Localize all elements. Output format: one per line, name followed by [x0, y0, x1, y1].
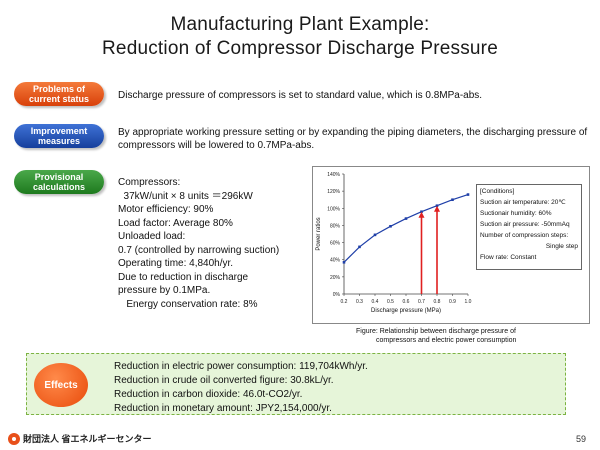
- x-tick-label: 0.6: [403, 299, 410, 305]
- marker-arrow-head: [434, 205, 440, 212]
- x-tick-label: 0.4: [372, 299, 379, 305]
- data-point: [342, 260, 346, 264]
- eccj-logo: 財団法人 省エネルギーセンター: [8, 432, 152, 445]
- page-title-line1: Manufacturing Plant Example:: [170, 14, 430, 35]
- y-tick-label: 60%: [330, 241, 341, 247]
- calc-line: 0.7 (controlled by narrowing suction): [118, 244, 280, 256]
- effect-line: Reduction in crude oil converted figure:…: [114, 375, 334, 386]
- y-tick-label: 100%: [327, 206, 340, 212]
- x-tick-label: 0.3: [356, 299, 363, 305]
- y-tick-label: 120%: [327, 189, 340, 195]
- y-tick-label: 0%: [333, 292, 341, 298]
- problems-label-line2: current status: [28, 94, 90, 104]
- conditions-line: Number of compression steps:: [480, 232, 569, 239]
- effect-line: Reduction in carbon dioxide: 46.0t-CO2/y…: [114, 389, 303, 400]
- x-tick-label: 0.5: [387, 299, 394, 305]
- x-axis-label: Discharge pressure (MPa): [371, 308, 441, 314]
- data-point: [451, 198, 454, 202]
- figure-caption: Figure: Relationship between discharge p…: [356, 327, 516, 345]
- x-tick-label: 0.9: [449, 299, 456, 305]
- logo-mark-icon: [8, 432, 20, 445]
- page-number: 59: [575, 434, 586, 444]
- effect-line: Reduction in monetary amount: JPY2,154,0…: [114, 403, 332, 414]
- data-point: [373, 233, 377, 237]
- improvement-label: Improvement measures: [14, 124, 104, 148]
- caption-line2: compressors and electric power consumpti…: [376, 337, 517, 344]
- improvement-text: By appropriate working pressure setting …: [118, 127, 588, 151]
- data-point: [358, 245, 361, 249]
- problems-label: Problems of current status: [14, 82, 104, 106]
- provisional-label-line2: calculations: [32, 182, 86, 192]
- conditions-line: Suctionair humidity: 60%: [480, 210, 552, 217]
- page-title-line2: Reduction of Compressor Discharge Pressu…: [102, 38, 498, 59]
- y-tick-label: 40%: [330, 258, 341, 264]
- effect-line: Reduction in electric power consumption:…: [114, 361, 368, 372]
- effects-list: Reduction in electric power consumption:…: [114, 360, 368, 416]
- improvement-label-line1: Improvement: [30, 126, 88, 136]
- problems-text: Discharge pressure of compressors is set…: [118, 90, 483, 101]
- conditions-line: Suction air pressure: -50mmAq: [480, 221, 570, 228]
- x-tick-label: 1.0: [465, 299, 472, 305]
- effects-label: Effects: [34, 363, 88, 407]
- y-tick-label: 80%: [330, 223, 341, 229]
- x-tick-label: 0.8: [434, 299, 441, 305]
- provisional-label-line1: Provisional: [34, 172, 84, 182]
- provisional-label: Provisional calculations: [14, 170, 104, 194]
- x-tick-label: 0.2: [341, 299, 348, 305]
- calc-line: 37kW/unit × 8 units ＝296kW: [118, 190, 253, 202]
- problems-label-line1: Problems of: [32, 84, 85, 94]
- data-point: [466, 193, 470, 196]
- logo-text: 財団法人 省エネルギーセンター: [23, 434, 152, 444]
- calc-line: Operating time: 4,840h/yr.: [118, 258, 234, 269]
- conditions-line: Flow rate: Constant: [480, 254, 537, 261]
- conditions-title: [Conditions]: [480, 188, 515, 195]
- calc-line: Due to reduction in discharge: [118, 271, 249, 283]
- provisional-calculations: Compressors: 37kW/unit × 8 units ＝296kW …: [118, 176, 279, 311]
- caption-line1: Figure: Relationship between discharge p…: [356, 328, 516, 335]
- conditions-line: Suction air temperature: 20℃: [480, 199, 566, 206]
- improvement-label-line2: measures: [37, 136, 80, 146]
- calc-line: Energy conservation rate: 8%: [118, 298, 258, 310]
- marker-arrow-head: [418, 211, 425, 218]
- data-point: [389, 224, 392, 228]
- calc-line: Load factor: Average 80%: [118, 217, 233, 229]
- conditions-box: [Conditions] Suction air temperature: 20…: [476, 184, 582, 270]
- data-point: [404, 217, 408, 220]
- x-tick-label: 0.7: [418, 299, 425, 305]
- y-tick-label: 20%: [330, 275, 341, 281]
- series-line: [343, 194, 469, 263]
- y-tick-label: 140%: [327, 172, 340, 178]
- calc-line: Motor efficiency: 90%: [118, 204, 214, 215]
- pressure-power-chart: 0% 20% 40% 60% 80% 100% 120% 140% 0.2 0.3 0.4 0.5 0.…: [316, 172, 472, 314]
- calc-line: pressure by 0.1MPa.: [118, 285, 211, 296]
- y-axis-label: Power ratios: [316, 217, 322, 250]
- conditions-line: Single step: [545, 243, 578, 250]
- calc-line: Compressors:: [118, 177, 181, 188]
- effects-panel: [26, 353, 566, 415]
- calc-line: Unloaded load:: [118, 231, 186, 242]
